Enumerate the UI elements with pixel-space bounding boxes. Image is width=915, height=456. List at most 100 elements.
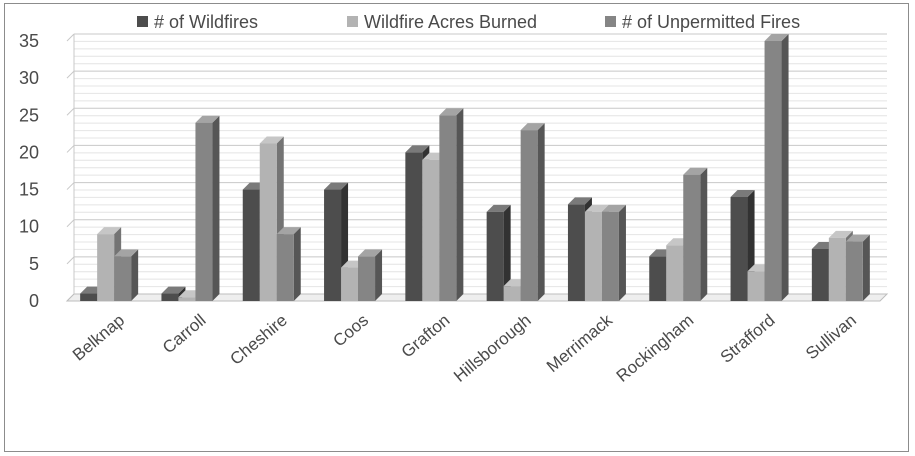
bar	[845, 234, 870, 301]
bar-top	[114, 249, 139, 257]
bar-side	[212, 115, 220, 301]
bar-front	[358, 256, 376, 301]
y-tick-label: 35	[19, 31, 39, 51]
bar-front	[845, 241, 863, 301]
bar-front	[811, 249, 829, 301]
bar-top	[601, 204, 626, 212]
legend: # of Wildfires Wildfire Acres Burned # of …	[137, 12, 800, 32]
bar-top	[358, 249, 383, 257]
bar	[683, 167, 708, 301]
legend-label: # of Unpermitted Fires	[622, 12, 800, 32]
bar-front	[324, 189, 342, 301]
bar-front	[195, 122, 213, 301]
bar-front	[276, 234, 294, 301]
bar-front	[503, 286, 521, 301]
bar-front	[80, 293, 98, 301]
legend-swatch	[137, 16, 148, 27]
bar-top	[195, 115, 220, 123]
bar-top	[567, 197, 592, 205]
bar-front	[405, 152, 423, 301]
bar-front	[114, 256, 132, 301]
legend-swatch	[347, 16, 358, 27]
gridline-edge	[66, 219, 75, 228]
bar-top	[584, 204, 609, 212]
bar-side	[375, 249, 383, 301]
x-tick-label: Carroll	[159, 311, 210, 358]
bar	[358, 249, 383, 301]
bar	[486, 204, 511, 301]
gridlines	[66, 33, 887, 302]
bar-side	[503, 204, 511, 301]
bar-front	[584, 211, 602, 301]
bar-side	[618, 204, 626, 301]
bar-front	[242, 189, 260, 301]
bar-front	[486, 211, 504, 301]
bar-front	[764, 41, 782, 301]
x-tick-label: Coos	[330, 311, 373, 351]
bar	[195, 115, 220, 301]
legend-swatch	[605, 16, 616, 27]
bar-front	[828, 237, 846, 301]
legend-label: Wildfire Acres Burned	[364, 12, 537, 32]
bar-top	[161, 286, 186, 294]
bar-side	[700, 167, 708, 301]
y-tick-label: 20	[19, 142, 39, 162]
y-tick-label: 15	[19, 180, 39, 200]
bar	[439, 108, 464, 302]
bar-side	[131, 249, 139, 301]
gridline-edge	[66, 182, 75, 190]
bar-top	[405, 145, 430, 153]
bar	[601, 204, 626, 301]
bar-top	[486, 204, 511, 212]
bar	[520, 123, 545, 302]
legend-item: # of Wildfires	[137, 12, 258, 32]
x-tick-label: Rockingham	[613, 311, 698, 386]
bar-front	[439, 115, 457, 302]
chart-frame: 0 5 10 15 20 25 30 35 Belknap Carroll Cheshire Coos…	[4, 3, 909, 452]
bar-top	[845, 234, 870, 242]
x-tick-label: Strafford	[717, 311, 779, 367]
bar-top	[764, 34, 789, 41]
gridline-edge	[66, 107, 75, 116]
bar-top	[520, 123, 545, 131]
bar-top	[259, 136, 284, 144]
bar-front	[666, 245, 684, 301]
bar-side	[862, 234, 870, 301]
bars	[80, 34, 870, 302]
bar-front	[567, 204, 585, 301]
bar-front	[520, 130, 538, 301]
legend-item: # of Unpermitted Fires	[605, 12, 800, 32]
bar-top	[730, 190, 755, 197]
bar-front	[178, 297, 196, 301]
bar-top	[324, 182, 349, 190]
gridline-edge	[66, 256, 75, 265]
bar	[276, 227, 301, 301]
bar	[114, 249, 139, 301]
bar-side	[781, 34, 789, 301]
bar-front	[601, 211, 619, 301]
bar-front	[649, 256, 667, 301]
bar-front	[747, 271, 765, 301]
legend-label: # of Wildfires	[154, 12, 258, 32]
x-tick-label: Sullivan	[802, 311, 860, 364]
bar-front	[97, 234, 115, 301]
bar-front	[341, 267, 359, 301]
gridline-edge	[66, 70, 75, 79]
bar-front	[683, 174, 701, 301]
bar-top	[276, 227, 301, 235]
legend-item: Wildfire Acres Burned	[347, 12, 537, 32]
y-tick-label: 5	[29, 254, 39, 274]
y-tick-label: 30	[19, 68, 39, 88]
gridline-edge	[66, 145, 75, 153]
gridline-edge	[66, 33, 75, 42]
bar-side	[293, 227, 301, 301]
x-tick-label: Merrimack	[543, 310, 616, 376]
bar-front	[422, 159, 440, 301]
x-tick-label: Grafton	[398, 311, 454, 362]
x-tick-label: Belknap	[69, 311, 128, 365]
clustered-column-chart: 0 5 10 15 20 25 30 35 Belknap Carroll Cheshire Coos…	[19, 12, 889, 386]
bar-top	[828, 230, 853, 238]
bar-side	[456, 108, 464, 302]
y-tick-label: 25	[19, 105, 39, 125]
bar-top	[97, 227, 122, 235]
